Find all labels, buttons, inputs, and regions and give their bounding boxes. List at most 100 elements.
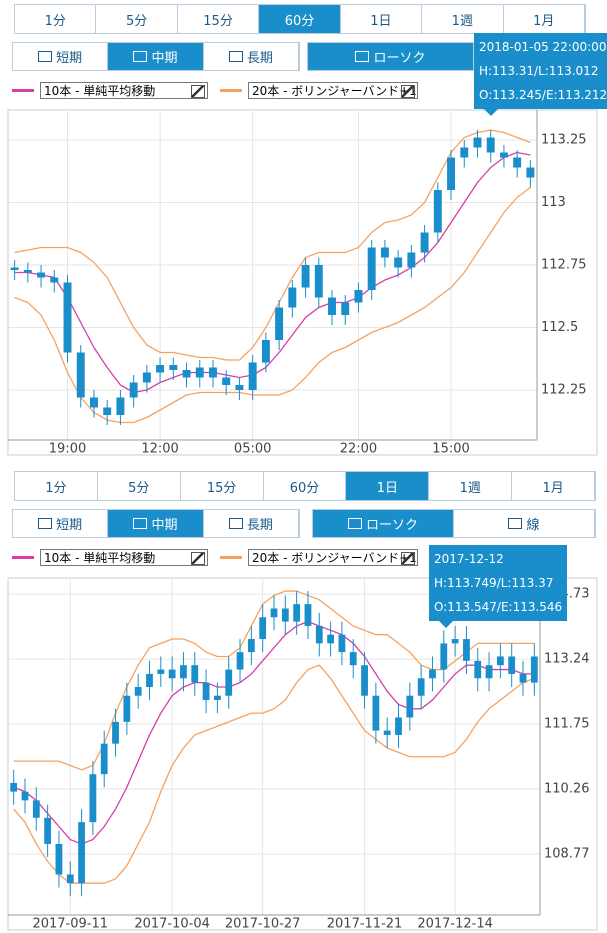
- y-tick-label: 113.25: [541, 133, 587, 148]
- timeframe-button[interactable]: 5分: [97, 472, 181, 500]
- chart-type-button[interactable]: ローソク: [308, 43, 474, 70]
- candle-body: [486, 137, 495, 153]
- candle-body: [23, 270, 32, 273]
- tooltip-line: O:113.547/E:113.546: [434, 600, 563, 614]
- indicator-select[interactable]: 10本 - 単純平均移動: [40, 548, 208, 566]
- candle-body: [328, 297, 336, 315]
- timeframe-button[interactable]: 1月: [503, 5, 585, 33]
- candle-body: [103, 407, 112, 415]
- candle-body: [134, 686, 142, 696]
- candle-body: [293, 604, 301, 622]
- candle-body: [78, 822, 85, 884]
- icon: [228, 518, 243, 529]
- tooltip: 2018-01-05 22:00:00 H:113.31/L:113.012 O:1…: [474, 33, 607, 116]
- panel: 1分 5分 15分 60分 1日 1週 1月短期 中期 長期 ローソク 線 10本 - 単純平均移動 2…: [0, 467, 607, 933]
- candle-body: [37, 272, 46, 278]
- period-group: 短期 中期 長期: [12, 509, 300, 538]
- x-tick-label: 2017-10-04: [134, 917, 210, 932]
- candle-body: [247, 639, 255, 653]
- candle-body: [32, 800, 40, 818]
- chart-type-button[interactable]: ローソク: [313, 510, 454, 537]
- candle-body: [354, 290, 363, 303]
- x-tick-label: 19:00: [49, 442, 86, 457]
- timeframe-button[interactable]: 1週: [422, 5, 504, 33]
- candle-body: [55, 843, 63, 875]
- candle-body: [513, 157, 522, 168]
- timeframe-button[interactable]: 15分: [180, 472, 264, 500]
- candle-body: [519, 673, 527, 683]
- candle-body: [383, 730, 391, 735]
- indicator-select[interactable]: 20本 - ボリンジャーバンド+1: [248, 81, 418, 99]
- legend-swatch: [12, 88, 34, 92]
- candle-body: [66, 874, 74, 884]
- timeframe-button[interactable]: 15分: [177, 5, 260, 33]
- icon: [228, 51, 243, 62]
- band-upper: [14, 129, 531, 361]
- y-tick-label: 113: [541, 195, 566, 210]
- candle-body: [259, 617, 267, 640]
- timeframe-button[interactable]: 1日: [346, 472, 430, 500]
- tooltip-line: 2018-01-05 22:00:00: [479, 40, 607, 54]
- timeframe-button[interactable]: 1月: [512, 472, 596, 500]
- period-button[interactable]: 長期: [203, 510, 299, 537]
- candle-body: [182, 370, 191, 378]
- candle-body: [485, 665, 493, 679]
- timeframe-button[interactable]: 60分: [259, 5, 341, 33]
- icon: [347, 518, 362, 529]
- period-button[interactable]: 中期: [108, 510, 204, 537]
- icon: [38, 51, 53, 62]
- candle-body: [112, 721, 119, 744]
- candle-body: [463, 639, 470, 661]
- period-label: 中期: [151, 51, 178, 66]
- candle-body: [417, 678, 425, 696]
- timeframe-button[interactable]: 5分: [96, 5, 178, 33]
- period-button[interactable]: 短期: [13, 510, 109, 537]
- period-label: 長期: [246, 51, 273, 66]
- legend-swatch: [220, 555, 242, 559]
- y-tick-label: 113.24: [544, 652, 590, 667]
- candle-body: [10, 267, 19, 270]
- period-button[interactable]: 長期: [203, 43, 299, 70]
- candle-body: [209, 367, 217, 378]
- candle-body: [89, 774, 97, 823]
- candle-body: [499, 152, 508, 158]
- period-label: 中期: [151, 518, 178, 533]
- tooltip-line: 2017-12-12: [434, 552, 504, 566]
- indicator-select[interactable]: 20本 - ボリンジャーバンド+1: [248, 548, 418, 566]
- period-button[interactable]: 短期: [13, 43, 109, 70]
- icon: [38, 518, 53, 529]
- x-tick-label: 15:00: [432, 442, 469, 457]
- candle-body: [395, 717, 402, 735]
- candle-body: [195, 367, 204, 378]
- candle-body: [281, 608, 289, 622]
- candle-body: [314, 265, 323, 298]
- chart-type-button[interactable]: 線: [454, 510, 595, 537]
- candle-body: [372, 695, 380, 731]
- icon: [133, 51, 148, 62]
- chart-type-label: 線: [526, 518, 540, 533]
- candle-body: [301, 265, 310, 288]
- candle-body: [10, 782, 18, 792]
- indicator-select[interactable]: 10本 - 単純平均移動: [40, 81, 208, 99]
- legend-swatch: [220, 88, 242, 92]
- period-button[interactable]: 中期: [108, 43, 204, 70]
- timeframe-button[interactable]: 1分: [15, 5, 97, 33]
- period-label: 長期: [246, 518, 273, 533]
- candle-body: [338, 634, 346, 653]
- x-tick-label: 2017-09-11: [32, 917, 108, 932]
- y-tick-label: 111.75: [544, 717, 590, 732]
- candle-body: [123, 695, 131, 722]
- x-tick-label: 22:00: [340, 442, 377, 457]
- timeframe-button[interactable]: 1日: [340, 5, 423, 33]
- candle-body: [288, 287, 297, 308]
- timeframe-button[interactable]: 1分: [15, 472, 98, 500]
- candle-body: [394, 257, 403, 268]
- candle-body: [44, 817, 52, 844]
- x-tick-label: 05:00: [234, 442, 271, 457]
- candle-body: [156, 365, 165, 373]
- candle-body: [473, 137, 482, 148]
- candle-body: [420, 232, 429, 253]
- legend-swatch: [12, 555, 34, 559]
- timeframe-button[interactable]: 60分: [263, 472, 347, 500]
- timeframe-button[interactable]: 1週: [429, 472, 513, 500]
